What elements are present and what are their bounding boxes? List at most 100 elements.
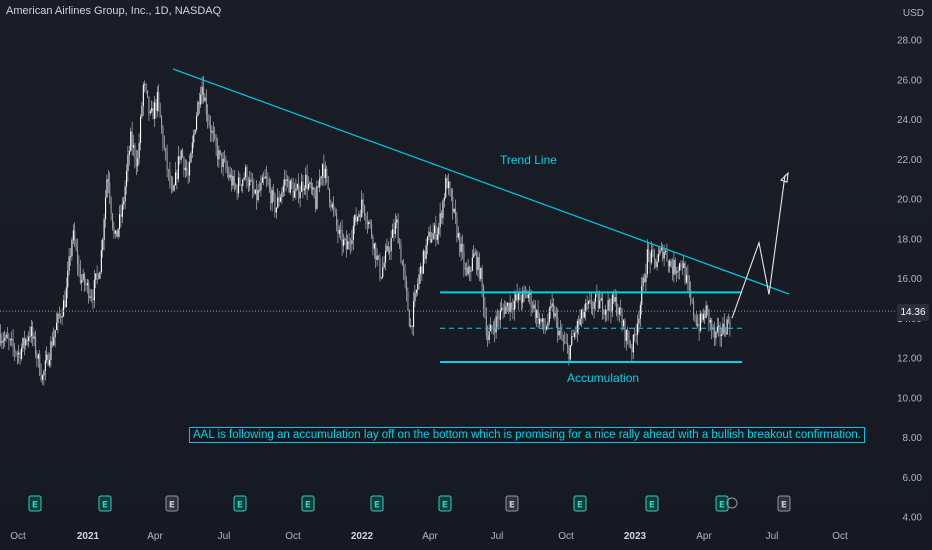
- candle-body: [382, 267, 384, 278]
- candle-body: [113, 227, 115, 234]
- candle-body: [33, 336, 35, 339]
- candle-body: [490, 325, 492, 332]
- candle-body: [226, 168, 228, 173]
- candle-body: [721, 334, 723, 337]
- candle-body: [379, 257, 381, 278]
- candle-body: [299, 191, 301, 199]
- y-axis: 4.006.008.0010.0012.0014.0016.0018.0020.…: [897, 36, 922, 524]
- candle-body: [163, 144, 165, 148]
- candle-body: [544, 328, 546, 330]
- candle-body: [72, 230, 74, 241]
- candle-body: [173, 185, 175, 191]
- candle-body: [107, 179, 109, 183]
- annotation-note[interactable]: AAL is following an accumulation lay off…: [189, 427, 865, 443]
- candle-body: [302, 181, 304, 191]
- candle-body: [523, 290, 525, 292]
- projection-path[interactable]: [731, 175, 786, 319]
- candle-body: [418, 274, 420, 284]
- earnings-marker-letter: E: [509, 501, 515, 511]
- x-axis: Oct 2021 Apr Jul Oct 2022 Apr Jul Oct 2023 Apr Jul O…: [10, 531, 848, 542]
- x-tick-label: 2021: [77, 531, 100, 542]
- candle-body: [350, 243, 352, 245]
- candle-body: [480, 268, 482, 279]
- candle-body: [653, 251, 655, 259]
- candle-body: [606, 309, 608, 311]
- candle-body: [315, 196, 317, 209]
- candle-body: [676, 271, 678, 273]
- candle-body: [628, 339, 630, 345]
- candle-body: [665, 250, 667, 253]
- candle-body: [214, 134, 216, 138]
- candle-body: [201, 86, 203, 95]
- candle-body: [317, 186, 319, 188]
- candle-body: [707, 305, 709, 309]
- candle-body: [124, 186, 126, 202]
- x-tick-label: Jul: [491, 531, 504, 542]
- candle-body: [238, 177, 240, 194]
- earnings-marker-icon: [777, 495, 791, 512]
- candle-body: [205, 97, 207, 114]
- earnings-marker-letter: E: [577, 501, 583, 511]
- candle-body: [117, 229, 119, 237]
- candle-body: [352, 225, 354, 240]
- candle-body: [79, 266, 81, 283]
- candle-body: [341, 230, 343, 246]
- candle-body: [446, 178, 448, 188]
- candle-body: [114, 230, 116, 234]
- candle-body: [40, 374, 42, 380]
- candle-body: [669, 260, 671, 267]
- candle-body: [555, 312, 557, 318]
- candle-body: [607, 300, 609, 311]
- candle-body: [159, 103, 161, 118]
- candle-body: [644, 277, 646, 282]
- earnings-marker-letter: E: [781, 501, 787, 511]
- candle-body: [571, 335, 573, 345]
- candle-body: [329, 188, 331, 202]
- candle-body: [361, 199, 363, 218]
- x-tick-label: Apr: [422, 531, 438, 542]
- candle-body: [326, 168, 328, 176]
- candle-body: [702, 313, 704, 320]
- candle-body: [547, 322, 549, 327]
- earnings-marker-letter: E: [305, 501, 311, 511]
- candle-body: [109, 182, 111, 199]
- candle-body: [467, 266, 469, 275]
- candle-body: [394, 222, 396, 235]
- candle-body: [284, 179, 286, 186]
- candle-body: [725, 332, 727, 335]
- candle-body: [565, 342, 567, 344]
- candle-body: [207, 113, 209, 120]
- candle-body: [474, 252, 476, 254]
- candle-body: [515, 294, 517, 301]
- candle-body: [250, 179, 252, 182]
- candle-body: [19, 352, 21, 359]
- candle-body: [659, 249, 661, 254]
- candle-body: [551, 303, 553, 307]
- candle-body: [287, 179, 289, 181]
- candle-body: [470, 270, 472, 272]
- trend-line[interactable]: [172, 68, 790, 295]
- y-tick-label: 8.00: [903, 433, 923, 444]
- candle-body: [147, 90, 149, 97]
- candle-body: [23, 337, 25, 346]
- earnings-marker-icon: [505, 495, 519, 512]
- candle-body: [536, 310, 538, 319]
- candle-body: [641, 286, 643, 305]
- candle-body: [217, 146, 219, 160]
- x-tick-label: Jul: [766, 531, 779, 542]
- candle-body: [414, 292, 416, 302]
- candle-body: [121, 204, 123, 217]
- candle-body: [457, 233, 459, 238]
- candle-body: [649, 253, 651, 263]
- candle-body: [289, 180, 291, 193]
- candle-body: [103, 219, 105, 240]
- candle-body: [249, 179, 251, 186]
- candle-body: [463, 251, 465, 269]
- candle-body: [140, 116, 142, 144]
- candle-body: [88, 282, 90, 298]
- candle-body: [502, 307, 504, 309]
- candle-body: [312, 187, 314, 190]
- candle-body: [473, 253, 475, 258]
- candle-body: [586, 303, 588, 304]
